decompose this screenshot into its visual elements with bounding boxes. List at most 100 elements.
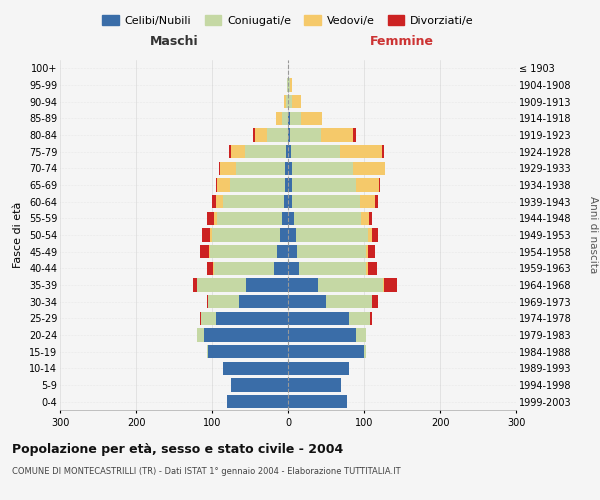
Y-axis label: Anni di nascita: Anni di nascita [588, 196, 598, 274]
Bar [209, 245, 211, 258]
Bar [299, 262, 366, 275]
Bar [376, 195, 377, 208]
Bar [274, 262, 288, 275]
Bar [296, 228, 368, 241]
Bar [202, 228, 210, 241]
Bar [231, 145, 245, 158]
Bar [197, 328, 205, 342]
Bar [277, 245, 288, 258]
Bar [208, 212, 214, 225]
Bar [353, 128, 356, 141]
Bar [288, 112, 290, 125]
Bar [216, 178, 217, 192]
Bar [267, 128, 288, 141]
Bar [285, 178, 288, 192]
Bar [288, 128, 290, 141]
Bar [246, 278, 288, 291]
Bar [294, 212, 361, 225]
Bar [288, 195, 292, 208]
Bar [288, 245, 297, 258]
Bar [284, 95, 286, 108]
Bar [383, 278, 384, 291]
Bar [288, 178, 292, 192]
Bar [206, 262, 213, 275]
Bar [200, 312, 216, 325]
Bar [206, 345, 208, 358]
Y-axis label: Fasce di età: Fasce di età [13, 202, 23, 268]
Bar [231, 378, 288, 392]
Bar [288, 295, 326, 308]
Bar [217, 212, 282, 225]
Bar [227, 395, 288, 408]
Bar [291, 145, 340, 158]
Bar [216, 312, 288, 325]
Bar [384, 278, 397, 291]
Bar [288, 78, 290, 92]
Bar [253, 128, 256, 141]
Bar [284, 195, 288, 208]
Bar [288, 162, 292, 175]
Bar [208, 345, 288, 358]
Bar [353, 162, 385, 175]
Bar [236, 162, 285, 175]
Bar [245, 145, 286, 158]
Bar [197, 278, 246, 291]
Bar [288, 212, 294, 225]
Bar [370, 312, 371, 325]
Bar [214, 212, 217, 225]
Bar [205, 328, 288, 342]
Bar [361, 212, 368, 225]
Bar [292, 195, 360, 208]
Bar [288, 328, 356, 342]
Bar [286, 145, 288, 158]
Bar [223, 362, 288, 375]
Bar [292, 178, 356, 192]
Bar [364, 345, 365, 358]
Bar [290, 78, 292, 92]
Bar [288, 262, 299, 275]
Bar [368, 228, 371, 241]
Bar [368, 212, 373, 225]
Bar [287, 78, 288, 92]
Bar [368, 245, 376, 258]
Bar [256, 128, 267, 141]
Bar [217, 178, 230, 192]
Bar [356, 178, 379, 192]
Bar [379, 178, 380, 192]
Bar [230, 178, 285, 192]
Text: Maschi: Maschi [149, 36, 199, 49]
Bar [356, 328, 365, 342]
Legend: Celibi/Nubili, Coniugati/e, Vedovi/e, Divorziati/e: Celibi/Nubili, Coniugati/e, Vedovi/e, Di… [98, 10, 478, 30]
Bar [368, 262, 377, 275]
Bar [212, 195, 216, 208]
Bar [326, 295, 371, 308]
Bar [349, 312, 370, 325]
Bar [288, 395, 347, 408]
Bar [288, 378, 341, 392]
Bar [290, 112, 301, 125]
Bar [292, 95, 301, 108]
Bar [319, 278, 383, 291]
Bar [288, 278, 319, 291]
Bar [239, 295, 288, 308]
Bar [229, 145, 231, 158]
Bar [216, 195, 223, 208]
Bar [212, 228, 280, 241]
Bar [322, 128, 353, 141]
Text: COMUNE DI MONTECASTRILLI (TR) - Dati ISTAT 1° gennaio 2004 - Elaborazione TUTTIT: COMUNE DI MONTECASTRILLI (TR) - Dati IST… [12, 468, 401, 476]
Bar [223, 195, 284, 208]
Bar [220, 162, 236, 175]
Bar [288, 345, 364, 358]
Bar [365, 328, 366, 342]
Bar [208, 295, 239, 308]
Bar [382, 145, 384, 158]
Bar [301, 112, 322, 125]
Bar [211, 245, 277, 258]
Bar [285, 162, 288, 175]
Bar [210, 228, 212, 241]
Bar [276, 112, 282, 125]
Bar [288, 362, 349, 375]
Bar [366, 262, 368, 275]
Bar [282, 112, 288, 125]
Bar [280, 228, 288, 241]
